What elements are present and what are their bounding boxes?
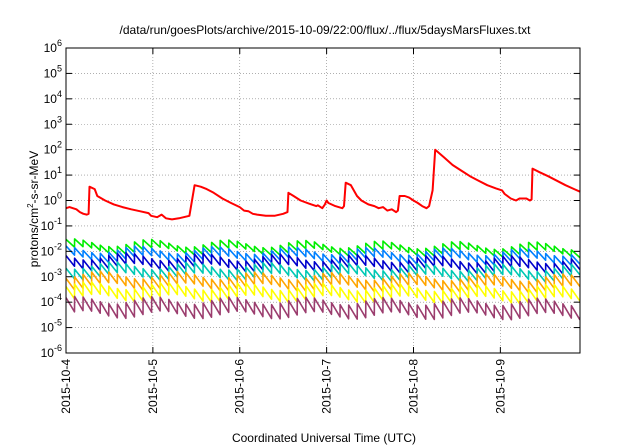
y-tick-label-base: 10 <box>41 219 55 233</box>
series-group <box>65 148 581 321</box>
x-axis-label: Coordinated Universal Time (UTC) <box>232 431 416 445</box>
y-tick-label-base: 10 <box>41 270 55 284</box>
series-line-5 <box>65 270 581 294</box>
y-tick-label: 10-3 <box>41 267 62 284</box>
y-tick-label-base: 10 <box>44 41 58 55</box>
y-axis-label: protons/cm2-s-sr-MeV <box>26 151 41 267</box>
y-tick-label-base: 10 <box>44 168 58 182</box>
y-axis-label-pre: protons/cm <box>27 208 41 267</box>
y-tick-label-base: 10 <box>44 194 58 208</box>
y-tick-label: 10-6 <box>41 343 62 360</box>
y-tick-label: 102 <box>44 140 62 157</box>
y-tick-label: 101 <box>44 165 62 182</box>
y-tick-label-base: 10 <box>44 143 58 157</box>
x-tick-label: 2015-10-9 <box>493 359 507 414</box>
chart-title: /data/run/goesPlots/archive/2015-10-09/2… <box>120 23 532 37</box>
x-tick-label: 2015-10-6 <box>233 359 247 414</box>
y-tick-label: 10-5 <box>41 318 62 335</box>
y-tick-label-base: 10 <box>44 66 58 80</box>
x-tick-label: 2015-10-7 <box>320 359 334 414</box>
x-axis-ticks: 2015-10-4 2015-10-5 2015-10-6 2015-10-7 2015… <box>59 48 507 414</box>
x-tick-label: 2015-10-4 <box>59 359 73 414</box>
y-tick-label-exp: 4 <box>57 89 62 99</box>
y-tick-label: 103 <box>44 114 62 131</box>
y-tick-label-exp: 2 <box>57 140 62 150</box>
y-tick-label-base: 10 <box>41 244 55 258</box>
y-tick-label-base: 10 <box>41 321 55 335</box>
y-tick-label-exp: 6 <box>57 38 62 48</box>
y-tick-label-exp: -4 <box>54 292 62 302</box>
y-tick-label-exp: 0 <box>57 191 62 201</box>
y-tick-label-exp: -1 <box>54 216 62 226</box>
y-tick-label-base: 10 <box>44 92 58 106</box>
y-tick-label-exp: 5 <box>57 63 62 73</box>
y-tick-label-exp: -3 <box>54 267 62 277</box>
y-tick-label-exp: 1 <box>57 165 62 175</box>
y-tick-label-base: 10 <box>41 346 55 360</box>
x-tick-label: 2015-10-8 <box>406 359 420 414</box>
y-tick-label-exp: 3 <box>57 114 62 124</box>
y-tick-label-exp: -2 <box>54 241 62 251</box>
y-axis-ticks: 10-610-510-410-310-210-11001011021031041… <box>41 38 580 360</box>
y-tick-label: 100 <box>44 191 62 208</box>
y-tick-label: 106 <box>44 38 62 55</box>
y-tick-label: 10-1 <box>41 216 62 233</box>
y-tick-label: 104 <box>44 89 62 106</box>
y-tick-label-base: 10 <box>44 117 58 131</box>
y-tick-label-exp: -5 <box>54 318 62 328</box>
y-axis-label-post: -s-sr-MeV <box>27 151 41 204</box>
series-line-7 <box>65 295 581 321</box>
series-line-6 <box>65 281 581 305</box>
y-tick-label-base: 10 <box>41 295 55 309</box>
series-line-0 <box>65 148 581 221</box>
y-tick-label-exp: -6 <box>54 343 62 353</box>
y-tick-label: 10-4 <box>41 292 62 309</box>
x-tick-label: 2015-10-5 <box>146 359 160 414</box>
y-tick-label: 105 <box>44 63 62 80</box>
y-tick-label: 10-2 <box>41 241 62 258</box>
y-axis-label-sup: 2 <box>26 203 35 208</box>
